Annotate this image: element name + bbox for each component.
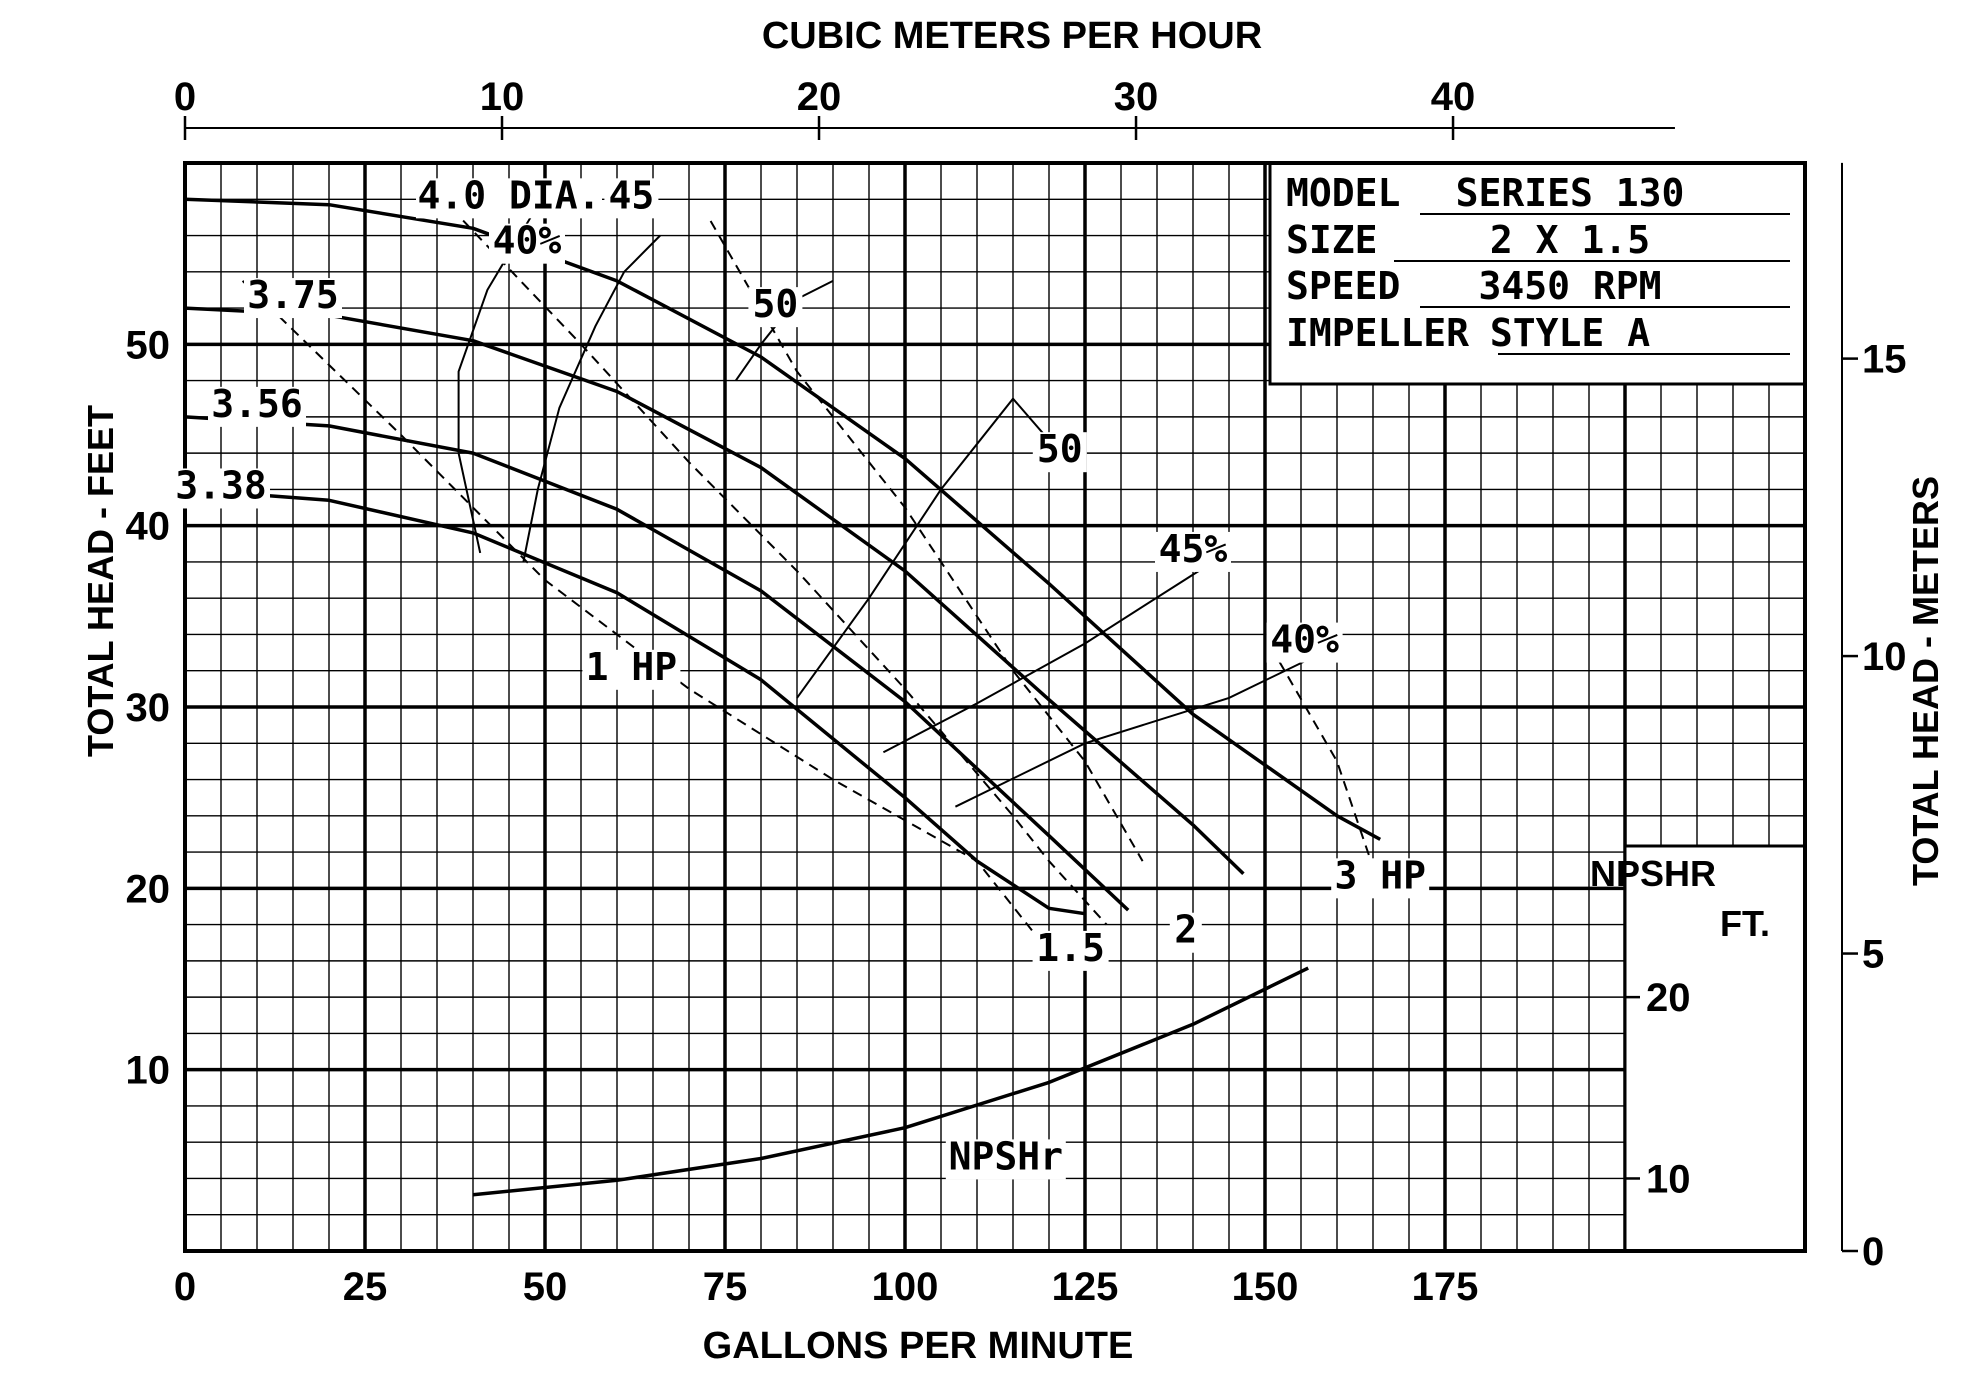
info-value: SERIES 130 <box>1456 171 1685 215</box>
annotation-bg <box>945 1139 1066 1180</box>
top-axis-title: CUBIC METERS PER HOUR <box>762 15 1262 57</box>
annotation-bg <box>489 223 565 264</box>
x-tick-label: 0 <box>174 1265 196 1309</box>
right-tick-label: 5 <box>1862 933 1884 977</box>
annotation-bg <box>1032 930 1109 971</box>
annotation-bg <box>1032 432 1087 473</box>
curve-annotation: 2 <box>1174 908 1197 952</box>
impeller-curve <box>184 415 1130 912</box>
horsepower-line <box>450 207 1108 926</box>
annotation-bg <box>1331 858 1430 899</box>
efficiency-line <box>522 234 661 563</box>
info-value: 2 X 1.5 <box>1490 218 1650 262</box>
y-axis-title: TOTAL HEAD - FEET <box>80 405 121 757</box>
annotation-bg <box>748 287 803 328</box>
top-tick-label: 30 <box>1114 75 1159 119</box>
npshr-curve <box>472 966 1309 1197</box>
annotation-bg <box>582 649 681 690</box>
npshr-panel <box>1623 844 1807 1253</box>
info-value: STYLE A <box>1490 311 1650 355</box>
x-tick-label: 175 <box>1412 1265 1479 1309</box>
curve-annotation: 45% <box>1159 527 1228 571</box>
right-tick-label: 10 <box>1862 635 1907 679</box>
plot-frame <box>183 161 1807 1253</box>
annotation-bg <box>604 178 659 219</box>
info-key: SPEED <box>1286 264 1400 308</box>
annotation-bg <box>244 278 342 319</box>
x-tick-label: 25 <box>343 1265 388 1309</box>
x-tick-label: 50 <box>523 1265 568 1309</box>
info-key: IMPELLER <box>1286 311 1469 355</box>
impeller-curve <box>184 197 1382 841</box>
curve-annotation: 4.0 DIA. <box>417 173 600 217</box>
info-key: MODEL <box>1286 171 1400 215</box>
x-tick-label: 100 <box>872 1265 939 1309</box>
annotation-bg <box>208 386 306 427</box>
annotation-bg <box>416 178 602 219</box>
horsepower-line <box>709 220 1144 862</box>
x-tick-label: 125 <box>1052 1265 1119 1309</box>
y-tick-label: 30 <box>126 686 171 730</box>
info-key: SIZE <box>1286 218 1378 262</box>
annotation-bg <box>1266 622 1343 663</box>
y-tick-label: 20 <box>126 867 171 911</box>
curve-annotation: 3.38 <box>175 463 267 507</box>
labels-layer: 4.0 DIA. 3.75 3.56 3.38 40% 45 50 50 45% 40% 1 HP 1… <box>172 173 1430 1180</box>
y-tick-label: 50 <box>126 323 171 367</box>
npshr-axis-title: NPSHR <box>1590 853 1716 894</box>
top-tick-label: 10 <box>480 75 525 119</box>
info-value: 3450 RPM <box>1478 264 1661 308</box>
impeller-curve <box>184 487 1086 916</box>
curve-annotation: 3.56 <box>211 382 303 426</box>
annotation-bg <box>1155 531 1231 572</box>
npshr-tick-label: 20 <box>1646 976 1691 1020</box>
horsepower-line <box>1278 661 1382 889</box>
curve-annotation: 50 <box>1037 427 1083 471</box>
efficiency-line <box>457 216 532 554</box>
efficiency-line <box>954 651 1324 808</box>
curve-annotation: 50 <box>753 282 799 326</box>
right-tick-label: 15 <box>1862 338 1907 382</box>
curve-annotation: 1 HP <box>586 645 678 689</box>
info-box: MODEL SERIES 130 SIZE 2 X 1.5 SPEED 3450 RPMI… <box>1286 171 1790 355</box>
horsepower-line <box>241 280 1072 953</box>
x-axis-title: GALLONS PER MINUTE <box>703 1325 1134 1367</box>
curve-annotation: 3.75 <box>247 273 339 317</box>
annotation-bg <box>1169 912 1202 953</box>
top-tick-label: 0 <box>174 75 196 119</box>
y-tick-label: 10 <box>126 1049 171 1093</box>
efficiency-line <box>796 397 1065 699</box>
curve-annotation: 1.5 <box>1036 926 1105 970</box>
right-tick-label: 0 <box>1862 1230 1884 1274</box>
curve-annotation: 45 <box>609 173 655 217</box>
x-tick-label: 150 <box>1232 1265 1299 1309</box>
curve-annotation: 40% <box>493 219 562 263</box>
series-layer <box>184 197 1382 1197</box>
curve-annotation: NPSHr <box>949 1134 1063 1178</box>
top-tick-label: 40 <box>1431 75 1476 119</box>
info-box-frame <box>1268 161 1807 386</box>
impeller-curve <box>184 306 1245 876</box>
curve-annotation: 40% <box>1270 618 1339 662</box>
y-tick-label: 40 <box>126 505 171 549</box>
top-tick-label: 20 <box>797 75 842 119</box>
curve-annotation: 3 HP <box>1334 853 1426 897</box>
npshr-axis-unit: FT. <box>1720 903 1770 944</box>
x-tick-label: 75 <box>703 1265 748 1309</box>
npshr-tick-label: 10 <box>1646 1157 1691 1201</box>
annotation-bg <box>172 468 270 509</box>
right-axis-title: TOTAL HEAD - METERS <box>1905 476 1946 886</box>
